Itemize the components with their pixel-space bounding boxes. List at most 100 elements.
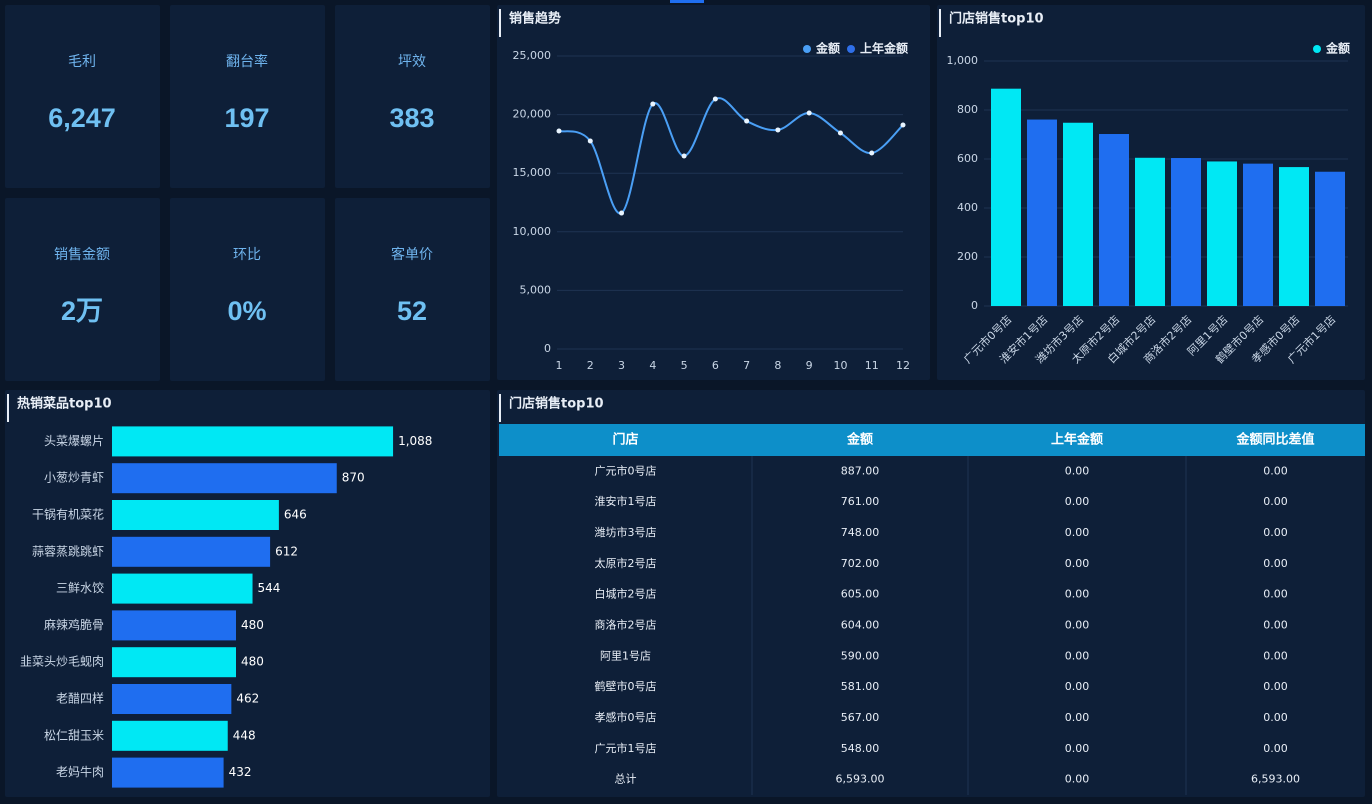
legend-dot bbox=[803, 45, 811, 53]
panel bbox=[170, 198, 325, 381]
table-header-cell: 上年金额 bbox=[1051, 432, 1103, 448]
y-tick-label: 三鲜水饺 bbox=[56, 580, 104, 595]
table-cell: 0.00 bbox=[1065, 649, 1090, 662]
table-cell: 0.00 bbox=[1065, 495, 1090, 508]
value-label: 612 bbox=[275, 544, 298, 558]
bar bbox=[1243, 163, 1273, 306]
table-cell: 0.00 bbox=[1263, 588, 1288, 601]
table-cell: 702.00 bbox=[841, 557, 880, 570]
title-accent bbox=[499, 394, 501, 422]
table-cell: 0.00 bbox=[1263, 649, 1288, 662]
line-point bbox=[900, 122, 906, 128]
table-cell: 阿里1号店 bbox=[600, 648, 651, 662]
value-label: 646 bbox=[284, 508, 307, 522]
x-tick-label: 4 bbox=[649, 359, 656, 372]
table-cell: 887.00 bbox=[841, 464, 880, 477]
table-cell: 商洛市2号店 bbox=[595, 618, 657, 632]
title-accent bbox=[939, 9, 941, 37]
y-tick-label: 400 bbox=[957, 201, 978, 214]
y-tick-label: 800 bbox=[957, 103, 978, 116]
kpi-label: 坪效 bbox=[398, 54, 426, 70]
x-tick-label: 3 bbox=[618, 359, 625, 372]
value-label: 462 bbox=[236, 692, 259, 706]
panel bbox=[335, 198, 490, 381]
bar bbox=[112, 536, 271, 567]
legend-label: 金额 bbox=[815, 41, 840, 56]
panel-title: 门店销售top10 bbox=[509, 396, 604, 412]
legend-label: 金额 bbox=[1325, 41, 1350, 56]
table-cell: 748.00 bbox=[841, 526, 880, 539]
value-label: 1,088 bbox=[398, 434, 432, 448]
table-cell: 6,593.00 bbox=[836, 773, 885, 786]
panel-title: 门店销售top10 bbox=[949, 11, 1044, 27]
x-tick-label: 6 bbox=[712, 359, 719, 372]
y-tick-label: 600 bbox=[957, 152, 978, 165]
table-header-cell: 金额同比差值 bbox=[1235, 432, 1314, 448]
kpi-label: 毛利 bbox=[68, 54, 96, 70]
bar bbox=[112, 684, 232, 714]
bar bbox=[1207, 161, 1237, 306]
y-tick-label: 20,000 bbox=[513, 108, 552, 121]
x-tick-label: 2 bbox=[587, 359, 594, 372]
line-point bbox=[556, 128, 562, 134]
kpi-value: 0% bbox=[227, 296, 266, 326]
title-accent bbox=[499, 9, 501, 37]
line-point bbox=[650, 101, 656, 107]
x-tick-label: 12 bbox=[896, 359, 910, 372]
y-tick-label: 小葱炒青虾 bbox=[44, 471, 104, 485]
table-cell: 鹤壁市0号店 bbox=[595, 679, 657, 693]
kpi-value: 197 bbox=[224, 103, 269, 133]
kpi-label: 客单价 bbox=[391, 246, 433, 263]
y-tick-label: 老妈牛肉 bbox=[56, 764, 104, 779]
line-point bbox=[587, 138, 593, 144]
table-cell: 6,593.00 bbox=[1251, 773, 1300, 786]
x-tick-label: 9 bbox=[806, 359, 813, 372]
bar bbox=[112, 573, 253, 604]
y-tick-label: 老醋四样 bbox=[56, 691, 104, 706]
title-accent bbox=[7, 394, 9, 422]
table-cell: 太原市2号店 bbox=[595, 556, 657, 570]
table-cell: 0.00 bbox=[1065, 680, 1090, 693]
top-accent bbox=[670, 0, 704, 3]
value-label: 448 bbox=[233, 728, 256, 742]
y-tick-label: 25,000 bbox=[513, 49, 552, 62]
panel-title: 热销菜品top10 bbox=[17, 396, 112, 412]
value-label: 544 bbox=[258, 581, 281, 595]
bar bbox=[1135, 157, 1165, 306]
bar bbox=[112, 757, 224, 788]
x-tick-label: 1 bbox=[556, 359, 563, 372]
y-tick-label: 0 bbox=[971, 299, 978, 312]
table-header-cell: 门店 bbox=[612, 432, 638, 448]
bar bbox=[112, 647, 236, 678]
kpi-value: 6,247 bbox=[48, 103, 116, 133]
table-cell: 0.00 bbox=[1263, 680, 1288, 693]
y-tick-label: 1,000 bbox=[947, 54, 979, 67]
y-tick-label: 0 bbox=[544, 342, 551, 355]
y-tick-label: 松仁甜玉米 bbox=[44, 728, 104, 742]
value-label: 480 bbox=[241, 618, 264, 632]
bar bbox=[112, 500, 279, 530]
value-label: 480 bbox=[241, 655, 264, 669]
panel bbox=[5, 198, 160, 381]
table-cell: 0.00 bbox=[1263, 742, 1288, 755]
table-cell: 孝感市0号店 bbox=[595, 710, 657, 724]
x-tick-label: 11 bbox=[865, 359, 879, 372]
legend-dot bbox=[847, 45, 855, 53]
panel-title: 销售趋势 bbox=[509, 11, 561, 27]
y-tick-label: 麻辣鸡脆骨 bbox=[44, 617, 104, 632]
table-cell: 761.00 bbox=[841, 495, 880, 508]
bar bbox=[1027, 119, 1057, 307]
panel bbox=[5, 5, 160, 188]
panel bbox=[335, 5, 490, 188]
y-tick-label: 200 bbox=[957, 250, 978, 263]
legend-label: 上年金额 bbox=[860, 41, 908, 56]
table-cell: 0.00 bbox=[1263, 526, 1288, 539]
table-header bbox=[499, 424, 1365, 456]
value-label: 432 bbox=[229, 765, 252, 779]
bar bbox=[991, 88, 1021, 306]
bar bbox=[1063, 122, 1093, 307]
table-cell: 590.00 bbox=[841, 649, 880, 662]
table-cell: 0.00 bbox=[1065, 711, 1090, 724]
table-cell: 0.00 bbox=[1065, 588, 1090, 601]
table-cell: 0.00 bbox=[1263, 464, 1288, 477]
